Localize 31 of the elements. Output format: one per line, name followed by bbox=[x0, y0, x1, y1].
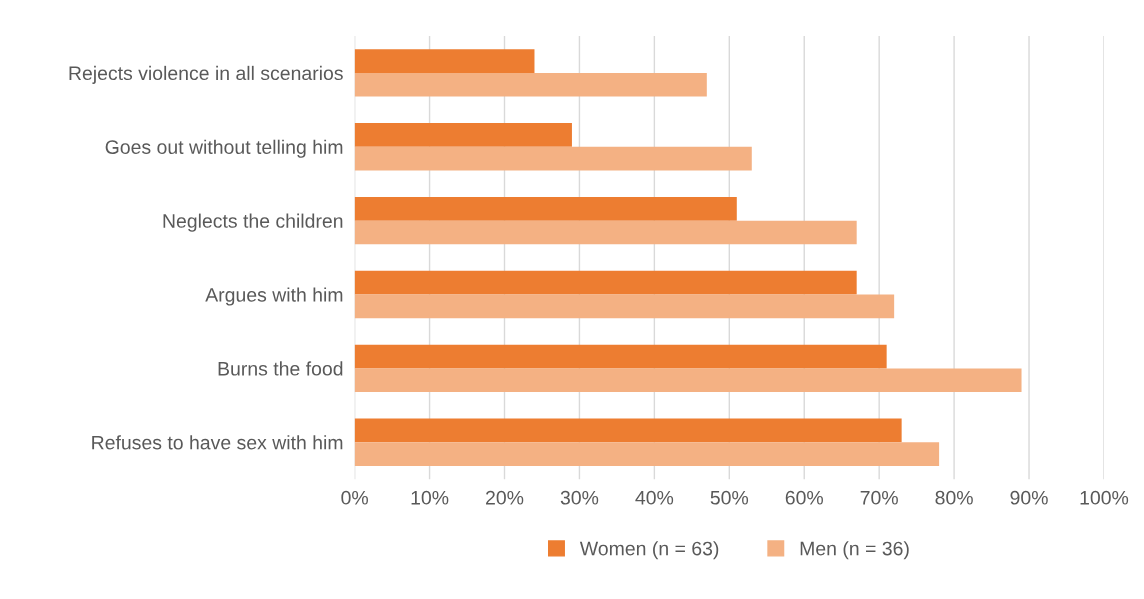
x-tick-label: 60% bbox=[785, 490, 823, 505]
bar bbox=[354, 418, 902, 443]
legend-label: Men (n = 36) bbox=[800, 541, 909, 560]
bar bbox=[354, 368, 1022, 393]
legend-label: Women (n = 63) bbox=[579, 541, 719, 560]
y-tick-label: Neglects the children bbox=[163, 213, 343, 232]
bar bbox=[354, 270, 857, 295]
y-tick-label: Burns the food bbox=[218, 361, 343, 376]
x-tick-label: 50% bbox=[710, 490, 749, 505]
bar bbox=[354, 146, 752, 171]
bar bbox=[354, 72, 707, 97]
x-tick-label: 10% bbox=[411, 490, 449, 505]
x-tick-label: 0% bbox=[341, 490, 368, 505]
x-tick-label: 80% bbox=[935, 490, 973, 505]
x-tick-label: 70% bbox=[860, 490, 898, 505]
x-tick-label: 30% bbox=[560, 490, 599, 505]
bar bbox=[354, 196, 737, 221]
y-tick-label: Refuses to have sex with him bbox=[92, 435, 343, 450]
y-tick-label: Goes out without telling him bbox=[105, 139, 343, 158]
x-tick-label: 90% bbox=[1010, 490, 1048, 505]
bar bbox=[354, 344, 887, 369]
y-tick-label: Argues with him bbox=[205, 287, 343, 306]
x-tick-label: 100% bbox=[1080, 490, 1129, 505]
x-tick-label: 40% bbox=[635, 490, 674, 505]
bar bbox=[354, 442, 940, 466]
bar bbox=[354, 123, 572, 147]
bar bbox=[354, 220, 857, 245]
y-tick-label: Rejects violence in all scenarios bbox=[69, 65, 343, 84]
bar bbox=[354, 294, 895, 319]
x-tick-label: 20% bbox=[486, 490, 524, 505]
bar bbox=[354, 49, 535, 73]
